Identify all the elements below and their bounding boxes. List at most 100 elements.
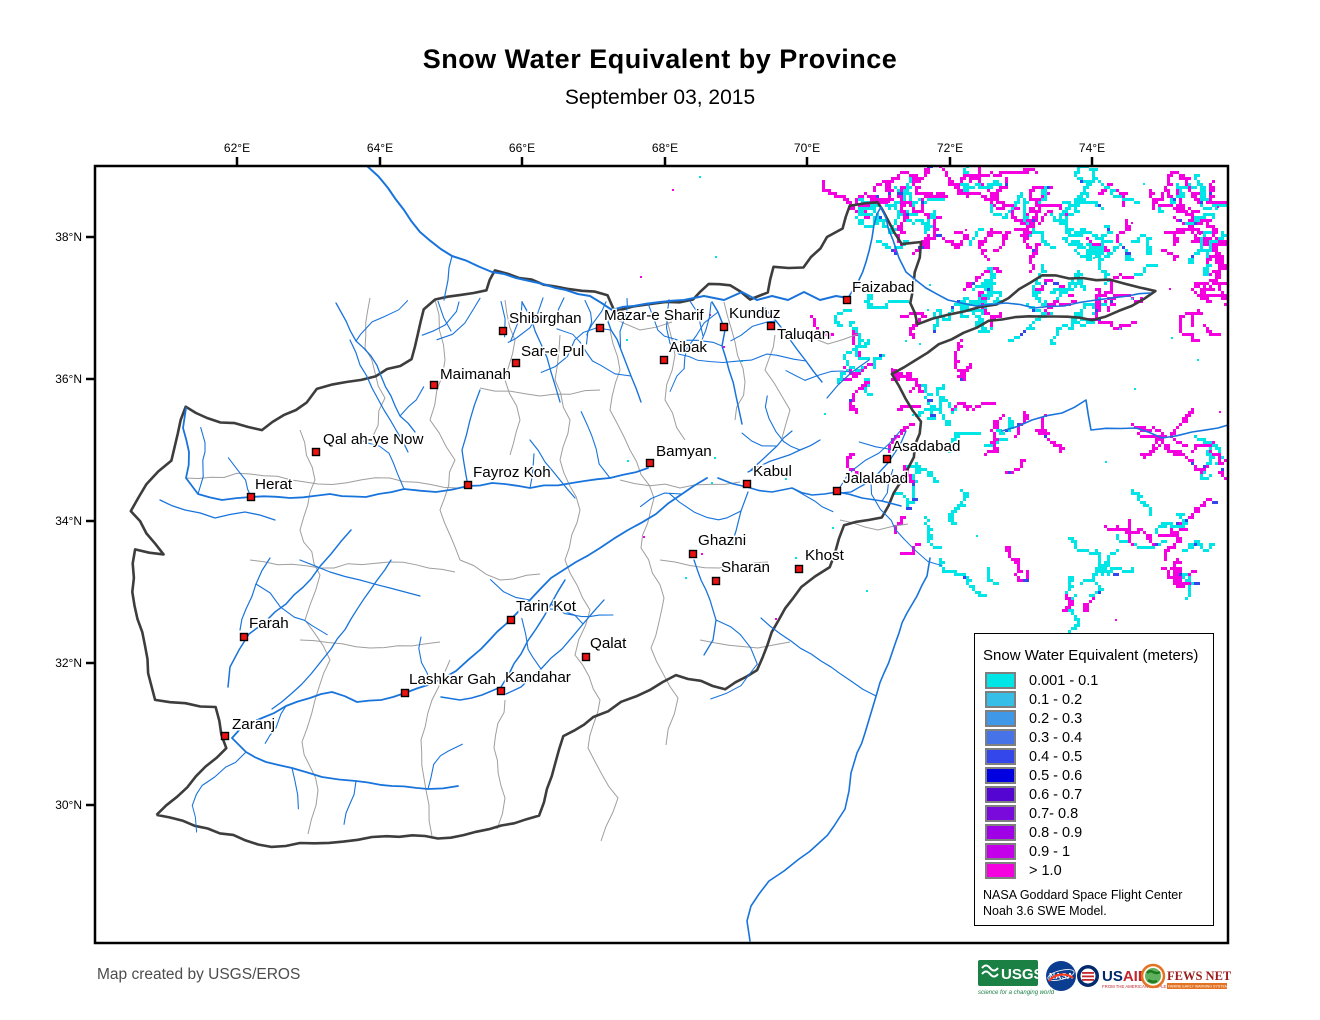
city-label: Jalalabad bbox=[843, 470, 908, 487]
legend-item: 0.4 - 0.5 bbox=[985, 747, 1213, 766]
legend-swatch bbox=[985, 824, 1016, 841]
city-label: Zaranj bbox=[232, 716, 275, 733]
legend-swatch bbox=[985, 691, 1016, 708]
city: Ghazni bbox=[688, 531, 748, 559]
credit-text: Map created by USGS/EROS bbox=[97, 966, 301, 983]
map-subtitle: September 03, 2015 bbox=[564, 86, 756, 109]
lon-tick-label: 74°E bbox=[1079, 141, 1105, 155]
city-marker bbox=[311, 447, 321, 457]
city-marker bbox=[400, 688, 410, 698]
city-label: Shibirghan bbox=[509, 310, 582, 327]
city-marker bbox=[246, 492, 256, 502]
legend-swatch bbox=[985, 767, 1016, 784]
legend-swatch bbox=[985, 843, 1016, 860]
city: Jalalabad bbox=[832, 469, 910, 496]
legend-item: 0.2 - 0.3 bbox=[985, 709, 1213, 728]
svg-text:NASA: NASA bbox=[1049, 971, 1073, 981]
city-marker bbox=[511, 358, 521, 368]
city-marker bbox=[645, 458, 655, 468]
legend-item: 0.1 - 0.2 bbox=[985, 690, 1213, 709]
city: Qal ah-ye Now bbox=[311, 430, 425, 457]
city-label: Sharan bbox=[721, 559, 770, 576]
legend-item-label: 0.7- 0.8 bbox=[1029, 805, 1079, 822]
city-marker bbox=[742, 479, 752, 489]
lat-tick-label: 36°N bbox=[55, 372, 82, 386]
legend-item-label: 0.2 - 0.3 bbox=[1029, 710, 1083, 727]
city-marker bbox=[498, 326, 508, 336]
legend-item: 0.8 - 0.9 bbox=[985, 823, 1213, 842]
city-label: Sar-e Pul bbox=[521, 343, 584, 360]
legend-item-label: 0.4 - 0.5 bbox=[1029, 748, 1083, 765]
city-label: Khost bbox=[805, 547, 845, 564]
legend-note-line1: NASA Goddard Space Flight Center bbox=[983, 888, 1183, 902]
city-marker bbox=[496, 686, 506, 696]
city: Sar-e Pul bbox=[511, 342, 586, 368]
city-marker bbox=[595, 323, 605, 333]
legend-swatch bbox=[985, 862, 1016, 879]
usaid-tagline: FROM THE AMERICAN PEOPLE bbox=[1102, 984, 1167, 989]
lon-tick-label: 68°E bbox=[652, 141, 678, 155]
city: Kabul bbox=[742, 462, 793, 489]
city-marker bbox=[882, 454, 892, 464]
city-marker bbox=[794, 564, 804, 574]
city: Sharan bbox=[711, 558, 771, 586]
city-marker bbox=[766, 321, 776, 331]
city-label: Aibak bbox=[669, 339, 707, 356]
logo-strip: USGS science for a changing world NASA USAI… bbox=[975, 954, 1250, 1002]
legend-note: NASA Goddard Space Flight Center Noah 3.… bbox=[983, 887, 1207, 920]
city: Shibirghan bbox=[498, 309, 583, 336]
city: Kunduz bbox=[719, 304, 782, 332]
legend-item: 0.3 - 0.4 bbox=[985, 728, 1213, 747]
city: Kandahar bbox=[496, 668, 572, 696]
legend-item-label: 0.001 - 0.1 bbox=[1029, 672, 1099, 689]
city-label: Maimanah bbox=[440, 366, 511, 383]
legend-item-label: 0.1 - 0.2 bbox=[1029, 691, 1083, 708]
city: Taluqan bbox=[766, 321, 832, 345]
city-label: Qal ah-ye Now bbox=[323, 431, 423, 448]
fewsnet-logo: FEWS NET FAMINE EARLY WARNING SYSTEMS NET… bbox=[1140, 963, 1250, 989]
legend-item-label: 0.5 - 0.6 bbox=[1029, 767, 1083, 784]
lon-tick-label: 72°E bbox=[937, 141, 963, 155]
city: Khost bbox=[794, 546, 846, 574]
city-label: Mazar-e Sharif bbox=[604, 307, 704, 324]
legend-item: 0.7- 0.8 bbox=[985, 804, 1213, 823]
lat-tick-label: 38°N bbox=[55, 230, 82, 244]
city-marker bbox=[659, 355, 669, 365]
legend-swatch bbox=[985, 805, 1016, 822]
lon-tick-label: 64°E bbox=[367, 141, 393, 155]
snow-raster bbox=[626, 166, 1228, 633]
legend-title: Snow Water Equivalent (meters) bbox=[983, 647, 1199, 664]
legend-swatch bbox=[985, 710, 1016, 727]
city: Tarin Kot bbox=[506, 597, 578, 625]
country-border bbox=[129, 200, 1157, 849]
city-label: Faizabad bbox=[852, 279, 914, 296]
cities: Faizabad Kunduz Taluqan Mazar-e Sharif Shibi… bbox=[220, 278, 962, 741]
legend-swatch bbox=[985, 786, 1016, 803]
city-label: Taluqan bbox=[777, 326, 830, 343]
city: Lashkar Gah bbox=[400, 670, 497, 698]
legend-item-label: 0.6 - 0.7 bbox=[1029, 786, 1083, 803]
city-marker bbox=[719, 322, 729, 332]
city: Fayroz Koh bbox=[463, 463, 552, 490]
city: Bamyan bbox=[645, 442, 713, 468]
city-label: Lashkar Gah bbox=[409, 671, 496, 688]
fewsnet-tagline: FAMINE EARLY WARNING SYSTEMS NETWORK bbox=[1168, 985, 1231, 989]
city-label: Farah bbox=[249, 615, 289, 632]
legend-swatch bbox=[985, 748, 1016, 765]
city: Zaranj bbox=[220, 715, 277, 741]
city-marker bbox=[832, 486, 842, 496]
lat-tick-label: 32°N bbox=[55, 656, 82, 670]
svg-text:USGS: USGS bbox=[1001, 966, 1044, 983]
lon-tick-label: 70°E bbox=[794, 141, 820, 155]
city: Herat bbox=[246, 475, 294, 502]
usgs-tagline: science for a changing world bbox=[978, 990, 1055, 996]
legend-item: 0.6 - 0.7 bbox=[985, 785, 1213, 804]
legend-swatch bbox=[985, 672, 1016, 689]
lon-tick-label: 66°E bbox=[509, 141, 535, 155]
rivers bbox=[159, 166, 1228, 942]
city: Faizabad bbox=[842, 278, 916, 305]
city-label: Asadabad bbox=[892, 438, 960, 455]
city-marker bbox=[463, 480, 473, 490]
city-marker bbox=[239, 632, 249, 642]
